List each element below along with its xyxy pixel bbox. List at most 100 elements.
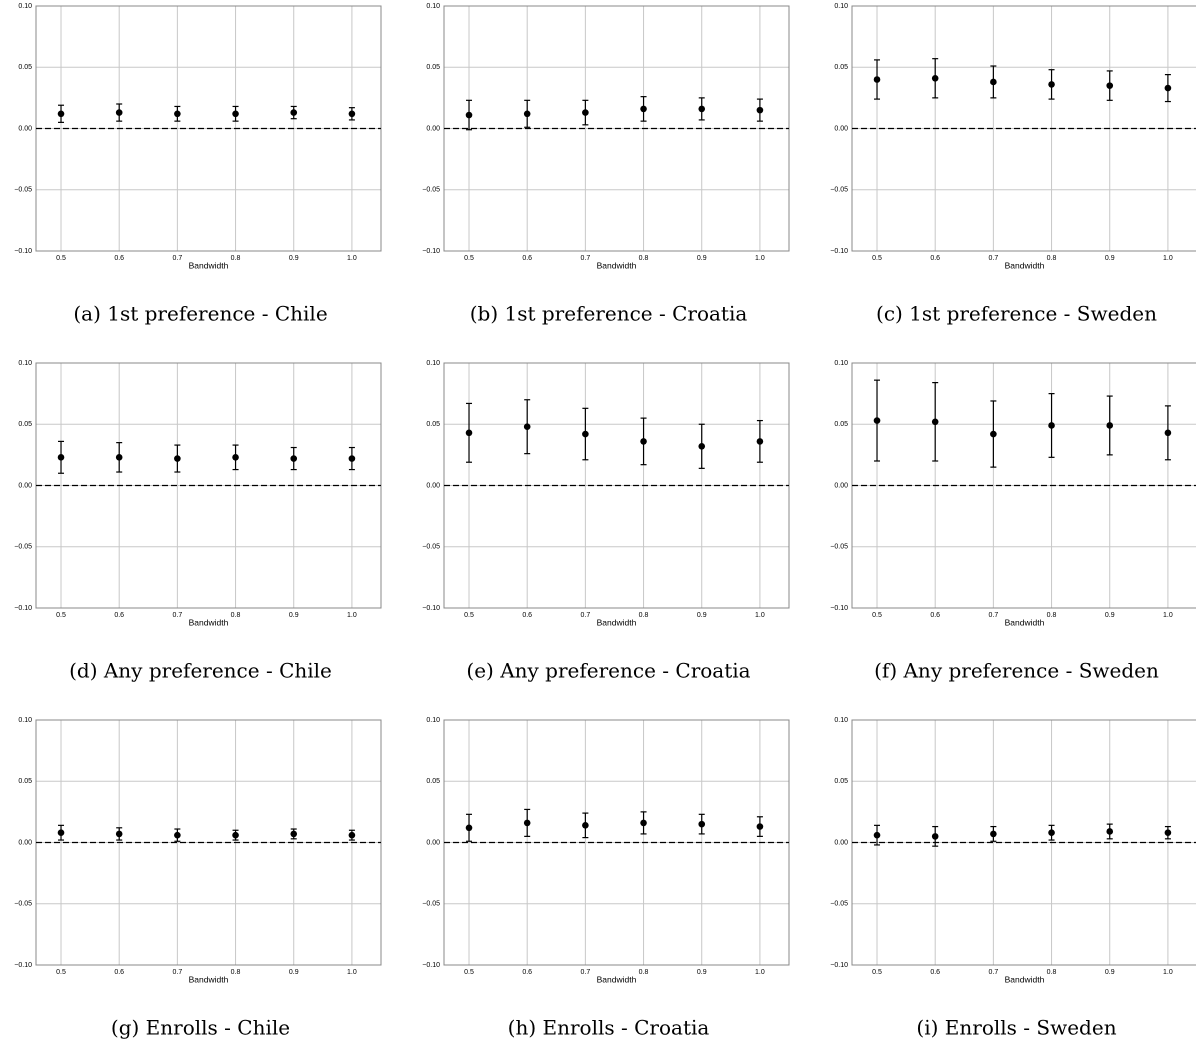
- point: [290, 455, 298, 462]
- point: [57, 110, 65, 118]
- y-tick-label: 0.10: [426, 3, 440, 10]
- point: [698, 105, 706, 113]
- point: [640, 438, 647, 445]
- y-tick-label: −0.05: [14, 187, 32, 194]
- x-tick-label: 1.0: [1163, 612, 1173, 619]
- point: [698, 820, 706, 828]
- x-tick-label: 0.9: [1105, 969, 1115, 976]
- x-tick-label: 0.8: [231, 969, 241, 976]
- y-tick-label: 0.05: [18, 421, 32, 428]
- point: [523, 423, 531, 431]
- x-tick-label: 1.0: [347, 969, 357, 976]
- y-tick-label: −0.10: [830, 962, 848, 969]
- point: [756, 823, 764, 830]
- point: [640, 105, 647, 113]
- point: [582, 109, 589, 116]
- x-tick-label: 0.7: [989, 255, 999, 262]
- point: [582, 822, 589, 829]
- x-tick-label: 1.0: [347, 255, 357, 262]
- x-tick-label: 0.7: [581, 255, 591, 262]
- x-tick-label: 0.9: [697, 612, 707, 619]
- y-tick-label: 0.05: [834, 64, 848, 71]
- point: [756, 106, 764, 114]
- y-tick-label: 0.10: [834, 360, 848, 367]
- point: [174, 455, 181, 462]
- x-tick-label: 0.8: [639, 255, 649, 262]
- x-axis-label: Bandwidth: [597, 617, 637, 627]
- x-tick-label: 0.5: [464, 969, 474, 976]
- y-tick-label: −0.10: [830, 605, 848, 612]
- point: [523, 110, 531, 118]
- point: [1164, 84, 1172, 92]
- caption: (c) 1st preference - Sweden: [876, 302, 1157, 326]
- y-tick-label: 0.10: [18, 360, 32, 367]
- y-tick-label: 0.05: [18, 778, 32, 785]
- caption: (g) Enrolls - Chile: [111, 1016, 290, 1040]
- y-tick-label: 0.00: [426, 125, 440, 132]
- y-tick-label: −0.05: [14, 544, 32, 551]
- point: [990, 830, 997, 838]
- point: [990, 78, 997, 86]
- point: [348, 110, 356, 118]
- x-tick-label: 0.5: [56, 612, 66, 619]
- y-tick-label: −0.05: [830, 187, 848, 194]
- point: [1106, 828, 1114, 835]
- x-tick-label: 0.6: [522, 969, 532, 976]
- y-tick-label: 0.00: [18, 482, 32, 489]
- point: [174, 110, 181, 118]
- y-tick-label: 0.10: [426, 360, 440, 367]
- point: [1106, 422, 1114, 429]
- x-tick-label: 0.6: [930, 969, 940, 976]
- y-tick-label: 0.00: [18, 125, 32, 132]
- caption: (e) Any preference - Croatia: [466, 659, 750, 683]
- x-tick-label: 1.0: [347, 612, 357, 619]
- x-tick-label: 0.5: [872, 612, 882, 619]
- caption: (a) 1st preference - Chile: [73, 302, 327, 326]
- x-tick-label: 0.7: [581, 612, 591, 619]
- x-axis-label: Bandwidth: [189, 617, 229, 627]
- y-tick-label: 0.05: [426, 421, 440, 428]
- point: [115, 454, 123, 461]
- point: [1048, 422, 1055, 429]
- point: [174, 831, 181, 839]
- x-tick-label: 0.9: [697, 969, 707, 976]
- x-axis-label: Bandwidth: [189, 974, 229, 984]
- y-tick-label: 0.05: [426, 778, 440, 785]
- y-tick-label: 0.00: [426, 839, 440, 846]
- x-tick-label: 0.8: [231, 612, 241, 619]
- caption: (d) Any preference - Chile: [69, 659, 332, 683]
- y-tick-label: −0.05: [422, 187, 440, 194]
- y-tick-label: −0.05: [422, 544, 440, 551]
- point: [873, 831, 881, 839]
- caption: (h) Enrolls - Croatia: [508, 1016, 710, 1040]
- x-tick-label: 0.8: [1047, 612, 1057, 619]
- x-axis-label: Bandwidth: [189, 260, 229, 270]
- point: [232, 831, 239, 839]
- x-axis-label: Bandwidth: [1005, 260, 1045, 270]
- x-tick-label: 0.5: [872, 255, 882, 262]
- x-tick-label: 0.7: [989, 969, 999, 976]
- point: [465, 429, 473, 437]
- x-tick-label: 0.7: [989, 612, 999, 619]
- x-tick-label: 0.7: [173, 612, 183, 619]
- x-tick-label: 0.5: [56, 255, 66, 262]
- point: [873, 417, 881, 424]
- point: [990, 430, 997, 438]
- point: [290, 830, 298, 838]
- y-tick-label: 0.10: [18, 3, 32, 10]
- point: [931, 418, 939, 426]
- point: [1048, 829, 1055, 836]
- x-axis-label: Bandwidth: [597, 260, 637, 270]
- point: [465, 824, 473, 832]
- point: [115, 830, 123, 838]
- x-tick-label: 0.7: [173, 969, 183, 976]
- y-tick-label: −0.05: [830, 901, 848, 908]
- x-axis-label: Bandwidth: [1005, 617, 1045, 627]
- x-tick-label: 0.8: [639, 969, 649, 976]
- point: [756, 438, 764, 445]
- x-tick-label: 0.9: [1105, 612, 1115, 619]
- point: [348, 455, 356, 462]
- point: [640, 819, 647, 827]
- point: [873, 76, 881, 83]
